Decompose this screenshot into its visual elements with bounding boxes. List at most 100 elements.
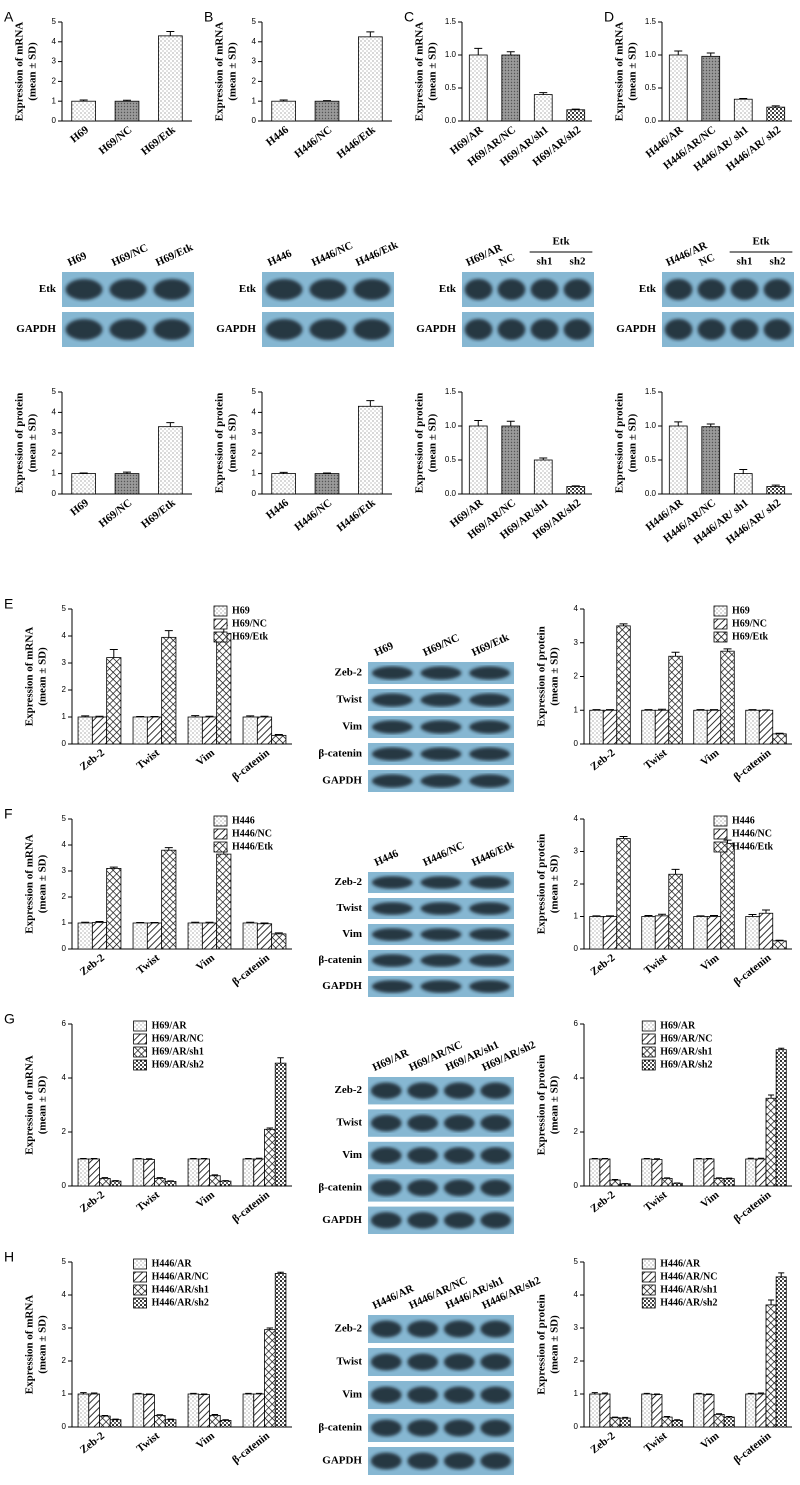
bar [599,1158,611,1187]
error-bar [619,836,628,839]
legend-swatch [641,1297,656,1309]
x-tick-label: H69 [68,124,91,146]
error-bar [266,1327,274,1330]
error-bar [211,1174,219,1176]
error-bar [222,1180,229,1182]
error-bar [274,734,283,736]
blot-band [153,279,191,300]
bar [616,625,631,745]
error-bar [200,1393,208,1395]
legend-swatch [713,815,728,827]
bar [161,849,177,950]
y-tick-label: 0 [574,739,579,748]
y-tick-label: 3 [252,428,257,437]
panel-label: E [4,596,13,612]
y-tick-label: 1 [52,469,57,478]
legend-label: H446/NC [232,828,272,839]
error-bar [771,484,780,487]
bar [733,473,753,495]
blot-band [530,319,559,340]
legend-label: H446/AR/sh1 [152,1284,209,1295]
bar [198,1394,210,1428]
legend-swatch [133,1271,148,1283]
error-bar [191,921,200,923]
legend-label: H446/AR/NC [660,1271,717,1282]
blot-band [563,319,592,340]
legend-swatch [641,1284,656,1296]
error-bar [245,1157,252,1159]
blot-band [371,693,413,707]
x-tick-label: H69/Etk [139,496,178,530]
row-label: Twist [337,1117,363,1129]
error-bar [591,1392,598,1394]
bar [745,1393,757,1428]
lane-label: H69/NC [110,242,150,269]
error-bar [664,1177,671,1179]
x-tick-label: H69/NC [97,124,135,157]
bar [77,922,93,950]
error-bar [710,915,718,917]
bar [602,709,618,745]
error-bar [211,1413,219,1416]
y-tick-label: 5 [52,17,57,26]
y-tick-label: 0.5 [645,83,657,92]
error-bar [723,648,732,652]
blot-band [420,693,462,707]
blot-band [371,928,413,941]
blot-band [420,980,462,993]
error-bar [696,709,705,711]
error-bar [778,1272,785,1277]
blot-band [109,279,147,300]
bar [566,486,586,495]
bar [720,842,735,950]
bar [641,709,656,745]
blot-band [443,1114,475,1132]
bar [271,473,296,495]
y-tick-label: 4 [62,631,67,640]
error-bar [190,1157,197,1159]
x-tick-label: β-catenin [230,1189,272,1225]
y-tick-label: 2 [52,77,57,86]
bar [619,1183,631,1187]
error-bar [136,921,145,923]
y-tick-label: 4 [574,1290,579,1299]
error-bar [771,105,780,108]
bar [758,709,774,745]
bar [187,1393,200,1428]
error-bar [474,420,483,426]
blot-band [370,1386,402,1404]
y-tick-label: 1.0 [445,421,457,430]
x-tick-label: Vim [194,747,217,769]
x-tick-label: H69/Etk [139,123,178,157]
row-label: GAPDH [322,1214,362,1226]
blot-band [371,980,413,993]
error-bar [79,472,88,474]
error-bar [79,99,88,102]
error-bar [612,1416,619,1418]
x-tick-label: Twist [134,747,162,772]
y-tick-label: 0 [62,1422,67,1431]
blot-band [563,279,592,300]
error-bar [145,1158,153,1160]
error-bar [145,1393,153,1395]
panel-label: B [204,9,213,25]
row-label: GAPDH [216,323,256,335]
y-tick-label: 3 [62,1323,67,1332]
error-bar [81,715,90,717]
error-bar [200,1157,208,1159]
y-axis-label: Expression of protein [536,1294,548,1394]
legend-label: H69/AR/sh1 [660,1046,712,1057]
bar [723,1416,735,1428]
legend-swatch [713,618,728,630]
y-tick-label: 0.0 [445,116,457,125]
error-bar [135,1392,142,1394]
y-axis-label: (mean ± SD) [549,1075,561,1134]
legend-swatch [641,1020,656,1032]
bar [201,716,218,745]
blot-band [370,1212,402,1229]
x-tick-label: H446 [264,124,292,149]
bar [468,54,488,122]
error-bar [255,1392,263,1394]
bar [755,1393,767,1428]
y-tick-label: 0 [52,489,57,498]
